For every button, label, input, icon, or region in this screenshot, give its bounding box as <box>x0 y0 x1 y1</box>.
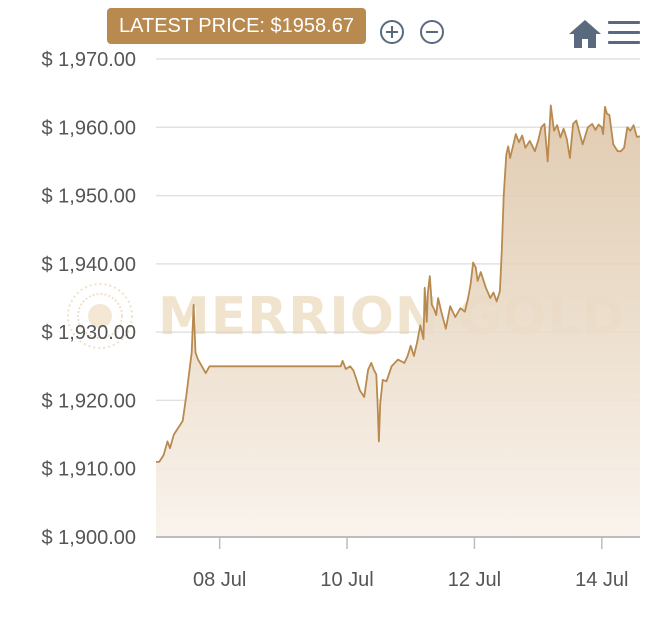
x-tick-label: 08 Jul <box>193 569 246 591</box>
x-axis: 08 Jul 10 Jul 12 Jul 14 Jul <box>193 537 628 591</box>
zoom-in-icon[interactable] <box>380 20 404 44</box>
y-tick-label: $ 1,970.00 <box>41 49 136 71</box>
y-tick-label: $ 1,910.00 <box>41 459 136 481</box>
y-axis: $ 1,900.00 $ 1,910.00 $ 1,920.00 $ 1,930.00… <box>41 49 136 549</box>
home-icon[interactable] <box>568 18 602 50</box>
zoom-out-icon[interactable] <box>420 20 444 44</box>
latest-price-badge: LATEST PRICE: $1958.67 <box>107 8 366 44</box>
price-area <box>156 105 640 538</box>
y-tick-label: $ 1,930.00 <box>41 322 136 344</box>
x-tick-label: 12 Jul <box>448 569 501 591</box>
watermark-logo-icon <box>67 283 133 349</box>
x-tick-label: 14 Jul <box>575 569 628 591</box>
y-tick-label: $ 1,950.00 <box>41 186 136 208</box>
menu-icon[interactable] <box>608 20 640 46</box>
x-tick-label: 10 Jul <box>320 569 373 591</box>
price-line <box>156 104 641 463</box>
y-tick-label: $ 1,900.00 <box>41 527 136 549</box>
y-tick-label: $ 1,920.00 <box>41 390 136 412</box>
y-tick-label: $ 1,960.00 <box>41 117 136 139</box>
y-tick-label: $ 1,940.00 <box>41 254 136 276</box>
